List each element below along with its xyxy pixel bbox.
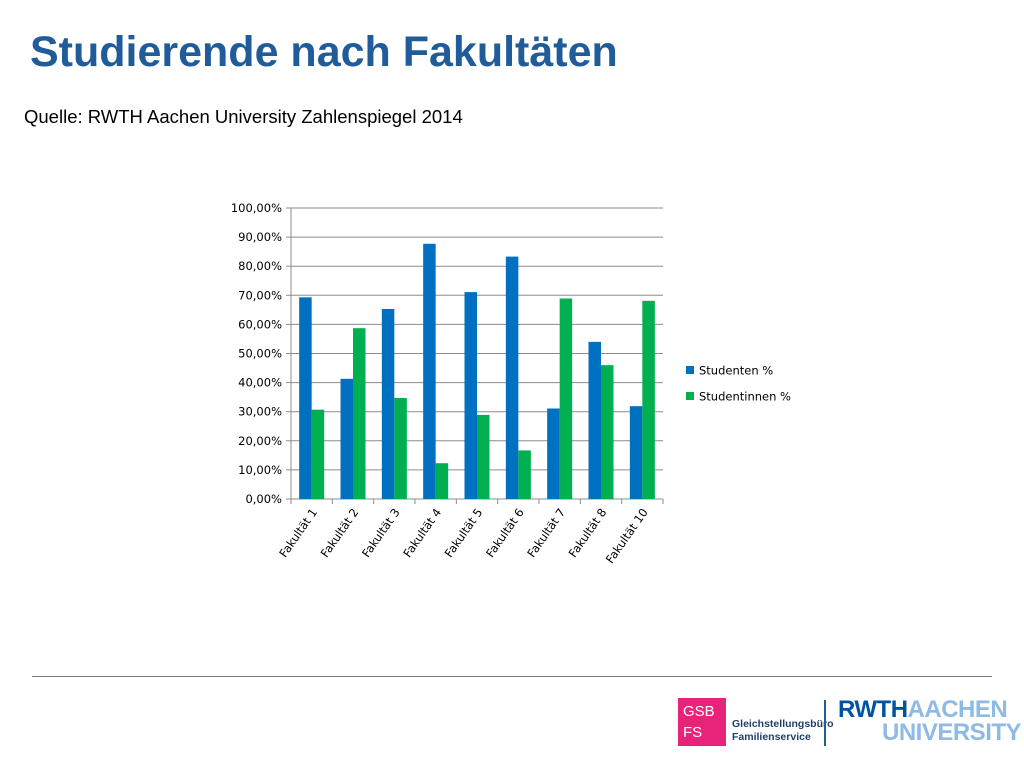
page-title: Studierende nach Fakultäten [30,28,618,76]
legend-label: Studentinnen % [699,390,791,404]
x-tick-label: Fakultät 10 [603,506,651,566]
gsb-logo-line2: FS [683,724,703,741]
y-tick-label: 40,00% [238,376,282,390]
gsb-name-line2: Familienservice [732,731,811,743]
logo-divider [824,700,826,746]
bar [559,298,573,499]
bar [311,409,325,499]
bar [353,328,366,499]
y-tick-label: 10,00% [238,463,282,477]
rwth-logo-university: UNIVERSITY [882,719,1022,746]
y-tick-label: 80,00% [238,259,282,273]
bar [588,341,601,499]
legend-swatch [686,392,694,400]
gsb-fs-logo: GSB FS [678,698,726,746]
bar [477,414,490,499]
rwth-logo-aachen: AACHEN [907,696,1008,723]
bar [505,256,519,499]
legend-swatch [686,366,694,374]
gsb-name: Gleichstellungsbüro Familienservice [732,718,834,744]
y-tick-label: 90,00% [238,230,282,244]
rwth-logo-rwth: RWTH [838,696,908,723]
y-tick-label: 0,00% [245,492,282,506]
y-tick-label: 30,00% [238,405,282,419]
source-note: Quelle: RWTH Aachen University Zahlenspi… [24,106,463,127]
bar [435,463,449,499]
bar [464,292,477,499]
bar [547,408,560,499]
gsb-name-line1: Gleichstellungsbüro [732,718,834,730]
y-tick-label: 60,00% [238,317,282,331]
bar [381,308,395,499]
footer-divider [32,676,992,677]
x-tick-label: Fakultät 1 [276,506,320,560]
x-tick-label: Fakultät 6 [483,506,527,560]
bar [518,450,531,499]
bar [601,365,614,499]
bar [394,398,407,499]
legend-label: Studenten % [699,364,773,378]
bar-chart: 0,00% 10,00% 20,00% 30,00% 40,00% 50,00% 60,00… [231,201,791,566]
gsb-logo-line1: GSB [683,703,715,720]
bar [423,243,436,499]
x-tick-label: Fakultät 5 [442,506,486,560]
bar [642,300,655,499]
bar [629,406,643,499]
rwth-logo-row1: RWTHAACHEN [838,696,1021,723]
y-tick-label: 70,00% [238,288,282,302]
x-tick-label: Fakultät 7 [524,506,568,560]
bar [299,297,312,499]
y-tick-label: 20,00% [238,434,282,448]
x-tick-label: Fakultät 2 [318,506,362,560]
x-tick-label: Fakultät 4 [400,506,444,560]
x-tick-label: Fakultät 3 [359,506,403,560]
y-tick-label: 100,00% [231,201,282,215]
bar [340,378,353,499]
x-tick-label: Fakultät 8 [566,506,610,560]
y-tick-label: 50,00% [238,347,282,361]
rwth-aachen-logo: RWTHAACHEN UNIVERSITY [838,696,1022,746]
